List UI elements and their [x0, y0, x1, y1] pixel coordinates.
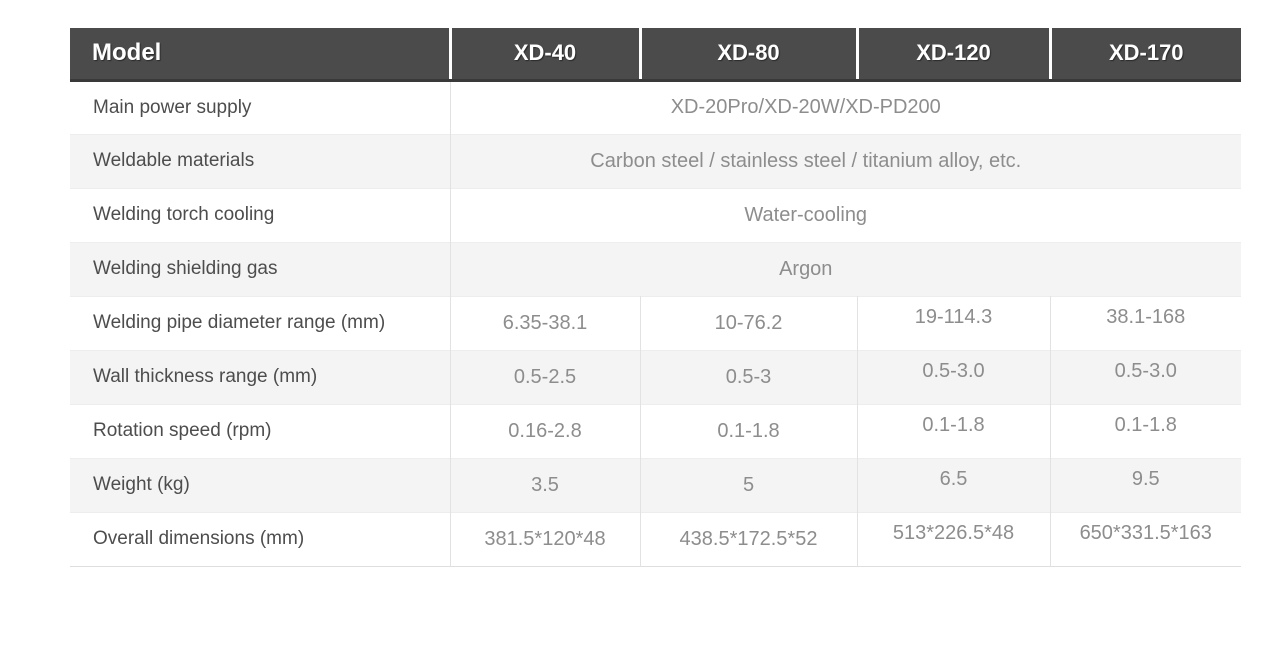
header-column-xd120: XD-120 — [855, 28, 1050, 82]
table-row-main-power-supply: Main power supply XD-20Pro/XD-20W/XD-PD2… — [70, 80, 1241, 134]
cell-xd80: 0.5-3 — [639, 350, 857, 404]
cell-xd120: 513*226.5*48 — [856, 512, 1050, 566]
row-label: Weldable materials — [70, 134, 451, 188]
table-row-torch-cooling: Welding torch cooling Water-cooling — [70, 188, 1241, 242]
cell-xd80: 0.1-1.8 — [639, 404, 857, 458]
row-label: Welding shielding gas — [70, 242, 451, 296]
table-row-overall-dimensions: Overall dimensions (mm) 381.5*120*48 438… — [70, 512, 1241, 566]
row-label: Rotation speed (rpm) — [70, 404, 451, 458]
header-column-xd170: XD-170 — [1048, 28, 1241, 82]
table-row-wall-thickness: Wall thickness range (mm) 0.5-2.5 0.5-3 … — [70, 350, 1241, 404]
table-row-shielding-gas: Welding shielding gas Argon — [70, 242, 1241, 296]
cell-xd120: 6.5 — [856, 458, 1050, 512]
cell-xd40: 0.5-2.5 — [513, 365, 577, 388]
row-label: Welding pipe diameter range (mm) — [70, 296, 451, 350]
cell-xd120: 19-114.3 — [856, 296, 1050, 350]
row-label: Welding torch cooling — [70, 188, 451, 242]
table-row-weight: Weight (kg) 3.5 5 6.5 9.5 — [70, 458, 1241, 512]
header-column-xd40: XD-40 — [448, 28, 640, 82]
cell-xd170: 650*331.5*163 — [1049, 512, 1241, 566]
row-value-spanning: XD-20Pro/XD-20W/XD-PD200 — [670, 96, 941, 118]
cell-xd40: 6.35-38.1 — [502, 311, 588, 334]
cell-xd40: 381.5*120*48 — [484, 527, 606, 550]
header-model-label: Model — [70, 28, 450, 82]
cell-xd40: 0.16-2.8 — [508, 419, 582, 442]
row-value-spanning: Carbon steel / stainless steel / titaniu… — [590, 149, 1022, 172]
cell-xd80: 438.5*172.5*52 — [639, 512, 857, 566]
row-value-spanning: Water-cooling — [744, 203, 868, 226]
header-column-xd80: XD-80 — [638, 28, 857, 82]
row-label: Wall thickness range (mm) — [70, 350, 451, 404]
cell-xd40: 3.5 — [531, 473, 559, 496]
cell-xd170: 9.5 — [1049, 458, 1241, 512]
table-row-pipe-diameter: Welding pipe diameter range (mm) 6.35-38… — [70, 296, 1241, 350]
cell-xd120: 0.5-3.0 — [856, 350, 1050, 404]
cell-xd80: 10-76.2 — [639, 296, 857, 350]
cell-xd170: 0.5-3.0 — [1049, 350, 1241, 404]
row-label: Main power supply — [70, 80, 451, 134]
cell-xd170: 38.1-168 — [1049, 296, 1241, 350]
product-spec-table: Model XD-40 XD-80 XD-120 XD-170 Main pow… — [70, 28, 1241, 567]
table-row-weldable-materials: Weldable materials Carbon steel / stainl… — [70, 134, 1241, 188]
row-value-spanning: Argon — [779, 257, 833, 280]
row-label: Overall dimensions (mm) — [70, 512, 451, 566]
row-label: Weight (kg) — [70, 458, 451, 512]
header-row: Model XD-40 XD-80 XD-120 XD-170 — [70, 28, 1241, 82]
cell-xd80: 5 — [639, 458, 857, 512]
table-row-rotation-speed: Rotation speed (rpm) 0.16-2.8 0.1-1.8 0.… — [70, 404, 1241, 458]
cell-xd120: 0.1-1.8 — [856, 404, 1050, 458]
cell-xd170: 0.1-1.8 — [1049, 404, 1241, 458]
